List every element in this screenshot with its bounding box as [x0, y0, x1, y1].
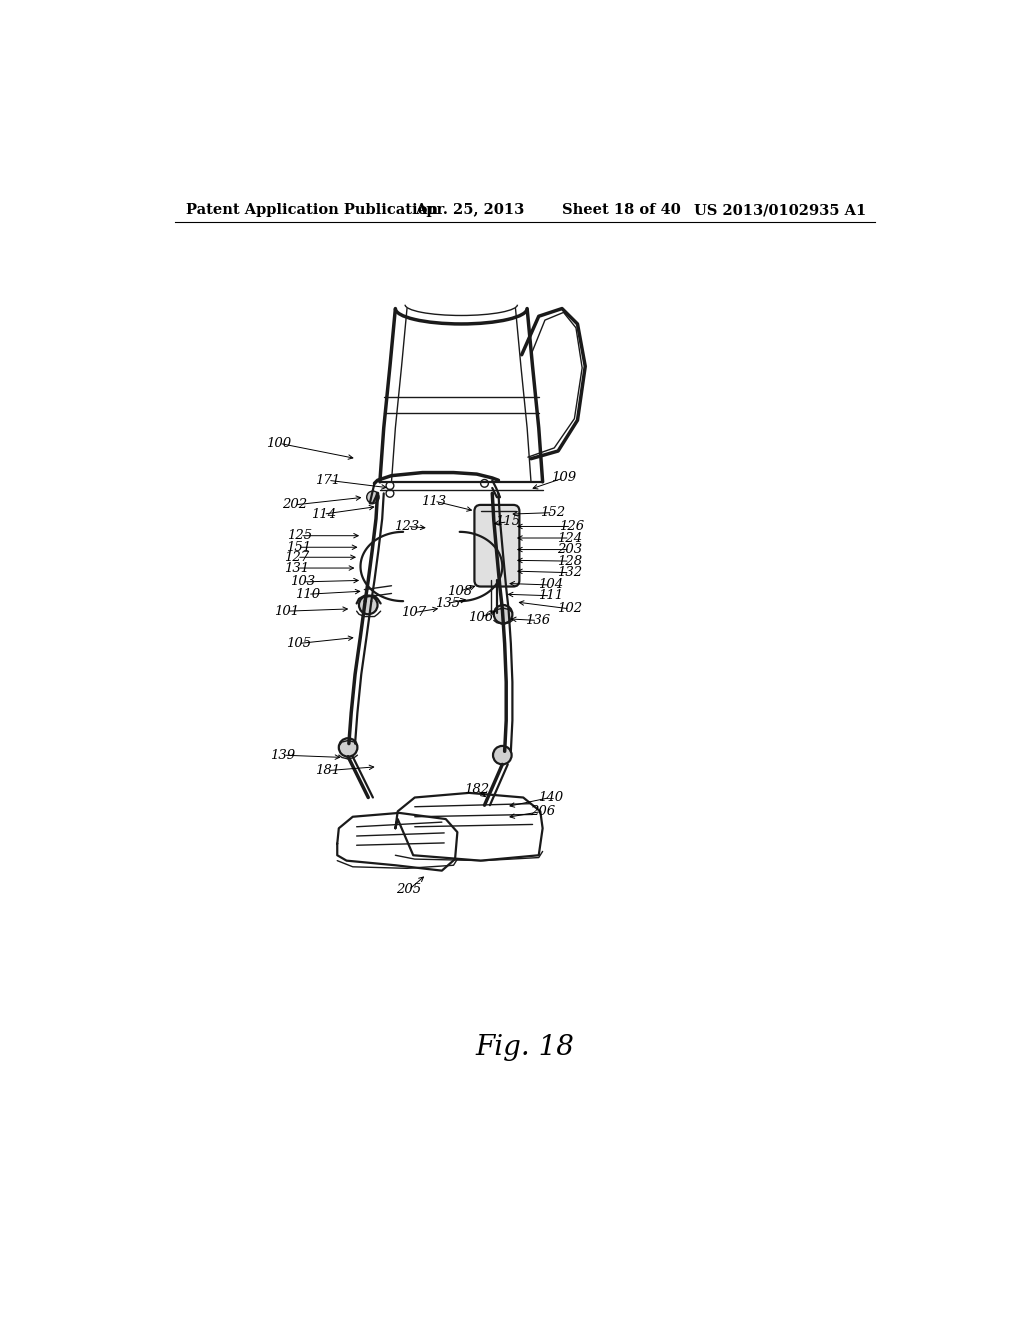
Text: 107: 107 — [400, 606, 426, 619]
Text: 103: 103 — [290, 576, 315, 589]
Text: 102: 102 — [557, 602, 583, 615]
Text: Sheet 18 of 40: Sheet 18 of 40 — [562, 203, 681, 216]
Circle shape — [494, 605, 512, 623]
Text: 123: 123 — [394, 520, 420, 533]
Text: 100: 100 — [266, 437, 292, 450]
Text: 182: 182 — [464, 783, 489, 796]
Text: 140: 140 — [538, 791, 563, 804]
Text: 125: 125 — [288, 529, 312, 543]
Text: 105: 105 — [286, 638, 311, 649]
Text: 181: 181 — [315, 764, 341, 777]
Circle shape — [493, 746, 512, 764]
Circle shape — [359, 595, 378, 614]
Text: 151: 151 — [286, 541, 311, 554]
Text: 128: 128 — [557, 554, 583, 568]
Text: 108: 108 — [447, 585, 472, 598]
Text: 202: 202 — [282, 499, 307, 511]
Text: 127: 127 — [285, 550, 309, 564]
Text: 206: 206 — [530, 805, 555, 818]
Text: 106: 106 — [468, 611, 494, 624]
Text: Patent Application Publication: Patent Application Publication — [186, 203, 438, 216]
Text: 124: 124 — [557, 532, 583, 545]
Text: 104: 104 — [538, 578, 563, 591]
Text: 110: 110 — [295, 587, 321, 601]
Text: 111: 111 — [538, 589, 563, 602]
Text: 126: 126 — [559, 520, 584, 533]
Circle shape — [367, 491, 379, 503]
Text: 135: 135 — [435, 597, 460, 610]
Text: Apr. 25, 2013: Apr. 25, 2013 — [415, 203, 524, 216]
Text: 109: 109 — [551, 471, 577, 484]
Text: US 2013/0102935 A1: US 2013/0102935 A1 — [693, 203, 866, 216]
Text: 132: 132 — [557, 566, 583, 579]
Text: 101: 101 — [274, 605, 299, 618]
Text: 114: 114 — [310, 508, 336, 520]
Text: 115: 115 — [496, 515, 520, 528]
Text: 152: 152 — [540, 506, 565, 519]
Text: 131: 131 — [285, 561, 309, 574]
Text: Fig. 18: Fig. 18 — [475, 1035, 574, 1061]
Text: 205: 205 — [396, 883, 421, 896]
Text: 113: 113 — [422, 495, 446, 508]
Text: 171: 171 — [315, 474, 341, 487]
Text: 139: 139 — [270, 748, 296, 762]
FancyBboxPatch shape — [474, 506, 519, 586]
Text: 136: 136 — [524, 614, 550, 627]
Circle shape — [339, 738, 357, 756]
Text: 203: 203 — [557, 543, 583, 556]
